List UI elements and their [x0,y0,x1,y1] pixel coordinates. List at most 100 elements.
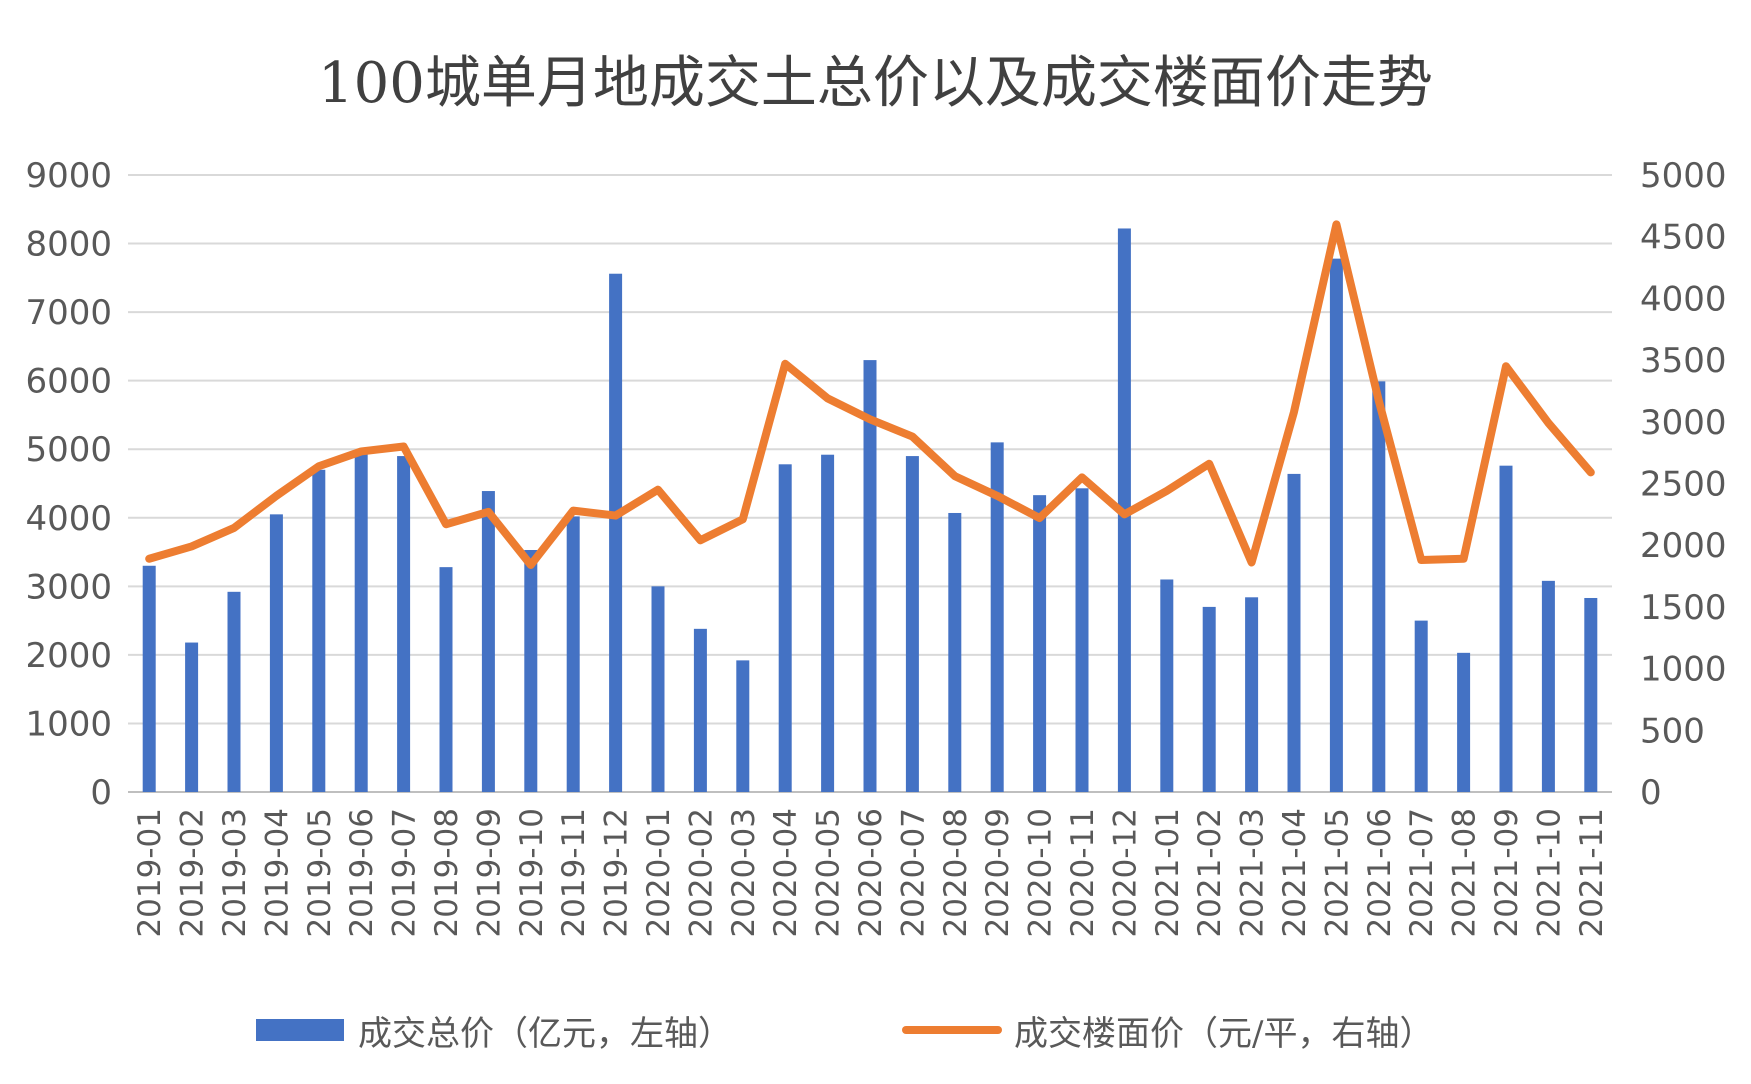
bar [397,456,411,792]
x-tick-label: 2021-08 [1447,808,1483,938]
bar [439,567,453,792]
bar [778,464,792,792]
y-left-tick-label: 9000 [25,156,112,196]
x-tick-label: 2019-06 [344,808,380,938]
bar [736,660,750,792]
bar [1499,465,1513,792]
x-tick-label: 2019-10 [514,808,550,938]
legend-swatch-line [902,1026,1002,1034]
chart-plot: 0 1000 2000 3000 4000 5000 6000 7000 8000 9000 0 50… [25,156,1727,938]
bar [905,456,919,792]
bar [1160,579,1174,792]
bar [948,512,962,792]
x-tick-label: 2020-02 [683,808,719,938]
bar [990,442,1004,792]
x-tick-label: 2021-07 [1404,808,1440,938]
line-series [145,220,1595,569]
bar [1541,580,1555,792]
x-tick-label: 2019-07 [387,808,423,938]
legend-label-line: 成交楼面价（元/平，右轴） [1014,1013,1434,1054]
x-tick-label: 2021-01 [1150,808,1186,938]
x-tick-label: 2021-06 [1362,808,1398,938]
x-tick-label: 2020-08 [938,808,974,938]
bar [651,586,665,792]
bar [354,452,368,792]
legend-label-bars: 成交总价（亿元，左轴） [358,1013,732,1054]
legend-item-line: 成交楼面价（元/平，右轴） [902,1008,1434,1054]
x-tick-label: 2019-08 [429,808,465,938]
bar [312,469,326,792]
x-tick-label: 2019-04 [259,808,295,938]
bar [1329,258,1343,792]
bar [1033,495,1047,792]
x-tick-label: 2019-01 [132,808,168,938]
bar [142,565,156,792]
y-left-tick-label: 3000 [25,567,112,607]
x-tick-label: 2020-07 [895,808,931,938]
y-left-tick-label: 1000 [25,704,112,744]
y-left-tick-label: 5000 [25,430,112,470]
x-tick-label: 2019-05 [302,808,338,938]
y-right-tick-label: 3000 [1640,403,1727,443]
x-tick-label: 2019-09 [471,808,507,938]
x-tick-label: 2019-11 [556,808,592,938]
bar [269,514,283,792]
x-tick-label: 2020-10 [1023,808,1059,938]
x-tick-label: 2021-11 [1574,808,1610,938]
x-tick-label: 2021-10 [1531,808,1567,938]
bar [693,628,707,792]
x-tick-label: 2020-06 [853,808,889,938]
bar [1075,488,1089,792]
bar [863,360,877,792]
y-right-tick-label: 1500 [1640,588,1727,628]
legend-item-bars: 成交总价（亿元，左轴） [256,1008,732,1054]
x-tick-label: 2019-02 [175,808,211,938]
x-tick-label: 2019-12 [599,808,635,938]
legend-swatch-bar [256,1019,344,1041]
bar [1457,652,1471,792]
bar [1414,620,1428,792]
x-tick-label: 2021-02 [1192,808,1228,938]
y-right-tick-label: 5000 [1640,156,1727,196]
bar [227,591,241,792]
y-left-tick-label: 8000 [25,225,112,265]
x-tick-label: 2020-04 [768,808,804,938]
y-left-tick-label: 7000 [25,293,112,333]
x-tick-label: 2020-05 [811,808,847,938]
y-right-tick-label: 2000 [1640,526,1727,566]
x-tick-label: 2021-09 [1489,808,1525,938]
x-tick-label: 2020-11 [1065,808,1101,938]
x-tick-label: 2020-03 [726,808,762,938]
x-tick-label: 2020-01 [641,808,677,938]
y-right-tick-label: 500 [1640,711,1705,751]
bar [481,491,495,792]
x-tick-label: 2021-04 [1277,808,1313,938]
bar [609,273,623,793]
x-tick-label: 2020-12 [1107,808,1143,938]
y-right-tick-label: 0 [1640,773,1662,813]
y-right-tick-label: 4500 [1640,218,1727,258]
bar [1202,606,1216,792]
bar [821,454,835,792]
bar [185,642,199,792]
bar [566,516,580,792]
x-tick-label: 2020-09 [980,808,1016,938]
bar [1245,597,1259,792]
chart-title: 100城单月地成交土总价以及成交楼面价走势 [318,51,1433,116]
y-right-tick-label: 1000 [1640,650,1727,690]
bar [1584,597,1598,792]
y-left-tick-label: 6000 [25,362,112,402]
bar [1372,381,1386,792]
y-right-tick-label: 2500 [1640,465,1727,505]
y-right-tick-label: 4000 [1640,279,1727,319]
bar [524,549,538,792]
x-tick-label: 2019-03 [217,808,253,938]
x-tick-label: 2021-05 [1319,808,1355,938]
y-right-tick-label: 3500 [1640,341,1727,381]
y-left-tick-label: 4000 [25,499,112,539]
y-left-tick-label: 2000 [25,636,112,676]
y-left-tick-label: 0 [90,773,112,813]
bar [1287,473,1301,792]
x-tick-label: 2021-03 [1235,808,1271,938]
